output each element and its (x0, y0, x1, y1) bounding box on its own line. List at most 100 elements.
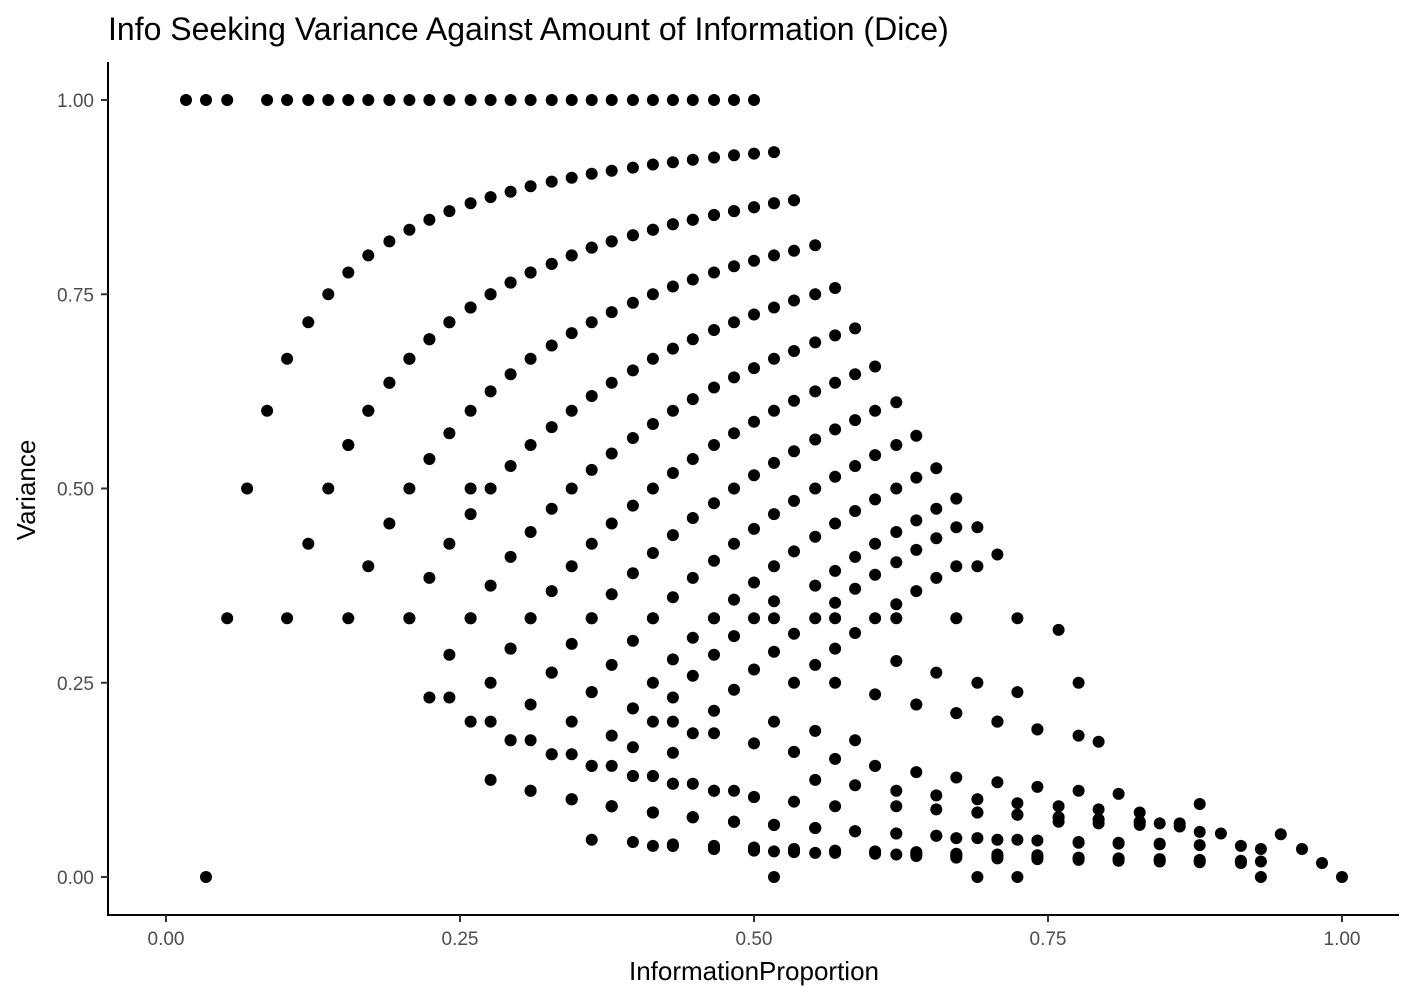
data-point (302, 537, 315, 550)
data-point (1112, 837, 1125, 850)
data-point (748, 576, 760, 589)
data-point (1092, 817, 1105, 830)
data-point (565, 637, 578, 650)
data-point (849, 550, 862, 563)
data-point (869, 493, 882, 506)
data-point (545, 339, 558, 352)
y-tick-label: 1.00 (57, 91, 94, 112)
data-point (748, 254, 760, 267)
data-point (605, 94, 618, 106)
data-point (646, 418, 659, 430)
data-point (768, 818, 780, 831)
data-point (708, 209, 720, 221)
data-point (686, 727, 699, 740)
data-point (910, 514, 923, 527)
data-point (605, 759, 618, 772)
data-point (971, 806, 984, 819)
data-point (748, 308, 760, 321)
data-point (1254, 871, 1267, 883)
data-point (890, 598, 903, 611)
data-point (910, 429, 923, 442)
data-point (708, 842, 720, 855)
data-point (1112, 854, 1125, 867)
data-point (728, 593, 740, 606)
data-point (221, 612, 234, 625)
data-point (768, 404, 780, 417)
data-point (728, 683, 740, 696)
data-point (605, 235, 618, 248)
data-point (626, 296, 639, 309)
data-point (708, 324, 720, 336)
data-point (403, 482, 416, 495)
data-point (748, 737, 760, 750)
data-point (1234, 839, 1247, 852)
data-point (1092, 803, 1105, 816)
data-point (646, 223, 659, 236)
data-point (971, 871, 984, 883)
data-point (930, 571, 943, 584)
data-point (646, 715, 659, 728)
data-point (809, 846, 822, 859)
data-point (869, 568, 882, 581)
data-point (322, 94, 335, 106)
y-tick-label: 0.25 (57, 674, 94, 695)
data-point (686, 631, 699, 644)
data-point (708, 381, 720, 394)
data-point (849, 825, 862, 838)
data-point (403, 94, 416, 106)
data-point (423, 691, 436, 704)
x-axis-label: InformationProportion (629, 956, 879, 986)
data-point (930, 829, 943, 842)
data-point (545, 502, 558, 515)
data-point (605, 164, 618, 177)
data-point (869, 449, 882, 462)
data-point (545, 175, 558, 188)
data-point (1214, 827, 1227, 840)
chart-title: Info Seeking Variance Against Amount of … (108, 11, 949, 47)
data-point (890, 556, 903, 569)
data-point (626, 364, 639, 377)
data-point (748, 663, 760, 676)
data-point (524, 439, 537, 451)
data-point (585, 686, 598, 699)
data-point (1296, 843, 1308, 855)
data-point (484, 579, 497, 592)
data-point (423, 333, 436, 346)
data-point (768, 249, 780, 262)
data-point (383, 517, 396, 530)
data-point (728, 205, 740, 218)
data-point (565, 793, 578, 806)
data-point (728, 371, 740, 384)
data-point (728, 94, 740, 106)
data-point (768, 352, 780, 365)
data-point (1052, 800, 1065, 813)
data-point (686, 512, 699, 524)
data-point (626, 229, 639, 242)
y-axis-label: Variance (11, 440, 41, 541)
data-point (768, 715, 780, 728)
data-point (1031, 723, 1044, 736)
data-point (484, 191, 497, 204)
data-point (910, 698, 923, 711)
data-point (748, 522, 760, 535)
data-point (708, 784, 720, 797)
data-point (464, 508, 477, 521)
data-point (829, 329, 842, 342)
data-point (748, 612, 760, 625)
data-point (585, 241, 598, 254)
data-point (788, 394, 800, 407)
data-point (809, 773, 822, 786)
data-point (362, 560, 375, 573)
data-point (788, 745, 800, 758)
data-point (524, 784, 537, 797)
data-point (423, 453, 436, 465)
data-point (302, 316, 315, 329)
data-point (849, 368, 862, 381)
data-point (524, 612, 537, 625)
data-point (708, 554, 720, 567)
data-point (484, 482, 497, 495)
y-tick-label: 0.00 (57, 868, 94, 889)
data-point (281, 352, 294, 365)
data-point (666, 653, 679, 666)
data-point (342, 612, 355, 625)
